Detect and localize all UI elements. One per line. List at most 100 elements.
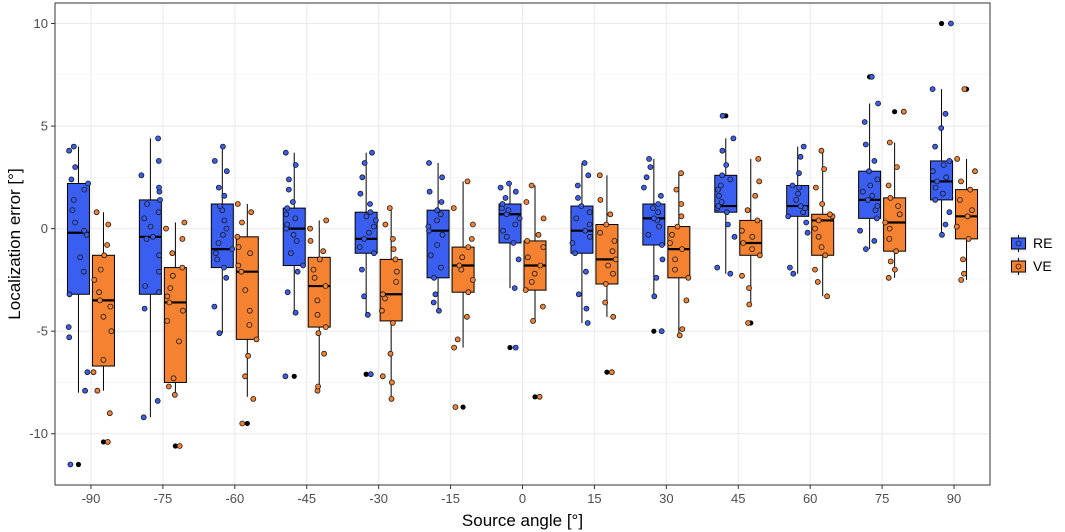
data-point-re — [942, 221, 949, 228]
data-point-re — [284, 205, 291, 212]
data-point-ve — [310, 266, 317, 273]
data-point-re — [142, 283, 149, 289]
data-point-re — [584, 320, 591, 326]
data-point-ve — [596, 172, 603, 179]
data-point-ve — [603, 221, 610, 228]
data-point-re — [659, 242, 665, 248]
data-point-re — [69, 207, 76, 214]
data-point-ve — [242, 373, 249, 380]
data-point-ve — [393, 268, 400, 275]
data-point-ve — [746, 301, 753, 308]
box-ve — [91, 254, 115, 367]
data-point-re — [156, 184, 162, 191]
data-point-re — [795, 190, 801, 197]
data-point-re — [229, 246, 236, 253]
data-point-re — [66, 291, 73, 298]
data-point-re — [789, 182, 796, 189]
data-point-ve — [246, 322, 253, 328]
box-re — [66, 182, 90, 295]
data-point-re — [434, 207, 441, 214]
data-point-re — [511, 285, 518, 292]
data-point-re — [427, 252, 434, 259]
data-point-re — [285, 176, 292, 183]
data-point-ve — [882, 219, 889, 226]
data-point-ve — [465, 289, 472, 296]
box-ve — [163, 267, 187, 383]
legend-item-ve: VE — [1010, 258, 1052, 275]
data-point-re — [154, 397, 161, 404]
data-point-re — [727, 270, 734, 277]
data-point-ve — [522, 287, 529, 294]
data-point-ve — [739, 227, 745, 234]
data-point-ve — [239, 420, 246, 427]
data-point-ve — [964, 213, 971, 220]
data-point-re — [932, 143, 938, 150]
outlier-point-ve — [460, 404, 466, 410]
data-point-re — [221, 264, 227, 271]
data-point-ve — [100, 356, 107, 363]
data-point-re — [426, 160, 432, 166]
data-point-ve — [97, 266, 104, 273]
data-point-re — [500, 227, 507, 234]
data-point-ve — [815, 217, 822, 224]
data-point-re — [869, 192, 876, 199]
data-point-ve — [608, 369, 615, 376]
data-point-re — [363, 213, 370, 220]
data-point-ve — [536, 393, 543, 400]
data-point-re — [715, 203, 722, 210]
data-point-ve — [745, 320, 751, 326]
data-point-re — [67, 461, 74, 468]
data-point-re — [946, 157, 953, 164]
data-point-ve — [535, 231, 542, 238]
data-point-re — [939, 231, 945, 238]
data-point-ve — [754, 217, 761, 224]
data-point-re — [578, 203, 585, 210]
data-point-re — [289, 199, 296, 205]
data-point-ve — [678, 170, 684, 177]
data-point-re — [943, 174, 950, 181]
data-point-re — [284, 289, 291, 296]
data-point-re — [157, 196, 163, 203]
data-point-re — [866, 168, 872, 175]
data-point-re — [439, 231, 446, 238]
data-point-re — [802, 205, 809, 212]
data-point-ve — [100, 313, 107, 320]
data-point-ve — [459, 254, 466, 261]
data-point-ve — [169, 272, 176, 279]
data-point-ve — [238, 268, 245, 275]
x-axis-title: Source angle [°] — [462, 511, 583, 530]
data-point-re — [140, 414, 147, 421]
data-point-re — [512, 221, 519, 228]
x-tick-label: -30 — [369, 491, 388, 506]
data-point-re — [718, 199, 725, 205]
data-point-ve — [242, 287, 249, 294]
legend-key-point-re — [1015, 240, 1022, 247]
data-point-ve — [468, 235, 475, 242]
data-point-re — [216, 203, 223, 210]
data-point-ve — [247, 250, 254, 257]
data-point-ve — [669, 231, 675, 238]
data-point-ve — [528, 278, 535, 285]
data-point-re — [141, 305, 148, 312]
outlier-point-ve — [172, 443, 178, 449]
data-point-ve — [749, 246, 755, 253]
data-point-re — [293, 237, 300, 244]
data-point-re — [641, 184, 647, 191]
data-point-re — [572, 250, 578, 257]
data-point-re — [221, 192, 228, 199]
data-point-re — [505, 207, 512, 214]
data-point-re — [367, 201, 373, 207]
outlier-point-re — [507, 344, 513, 351]
data-point-re — [868, 73, 875, 80]
data-point-ve — [106, 410, 113, 417]
data-point-re — [506, 180, 512, 187]
data-point-re — [650, 205, 656, 212]
data-point-ve — [672, 256, 678, 263]
data-point-re — [932, 196, 939, 203]
data-point-ve — [235, 244, 242, 251]
data-point-re — [215, 184, 222, 191]
data-point-re — [583, 268, 589, 275]
data-point-ve — [181, 219, 188, 226]
data-point-ve — [93, 209, 100, 216]
data-point-ve — [320, 248, 327, 255]
